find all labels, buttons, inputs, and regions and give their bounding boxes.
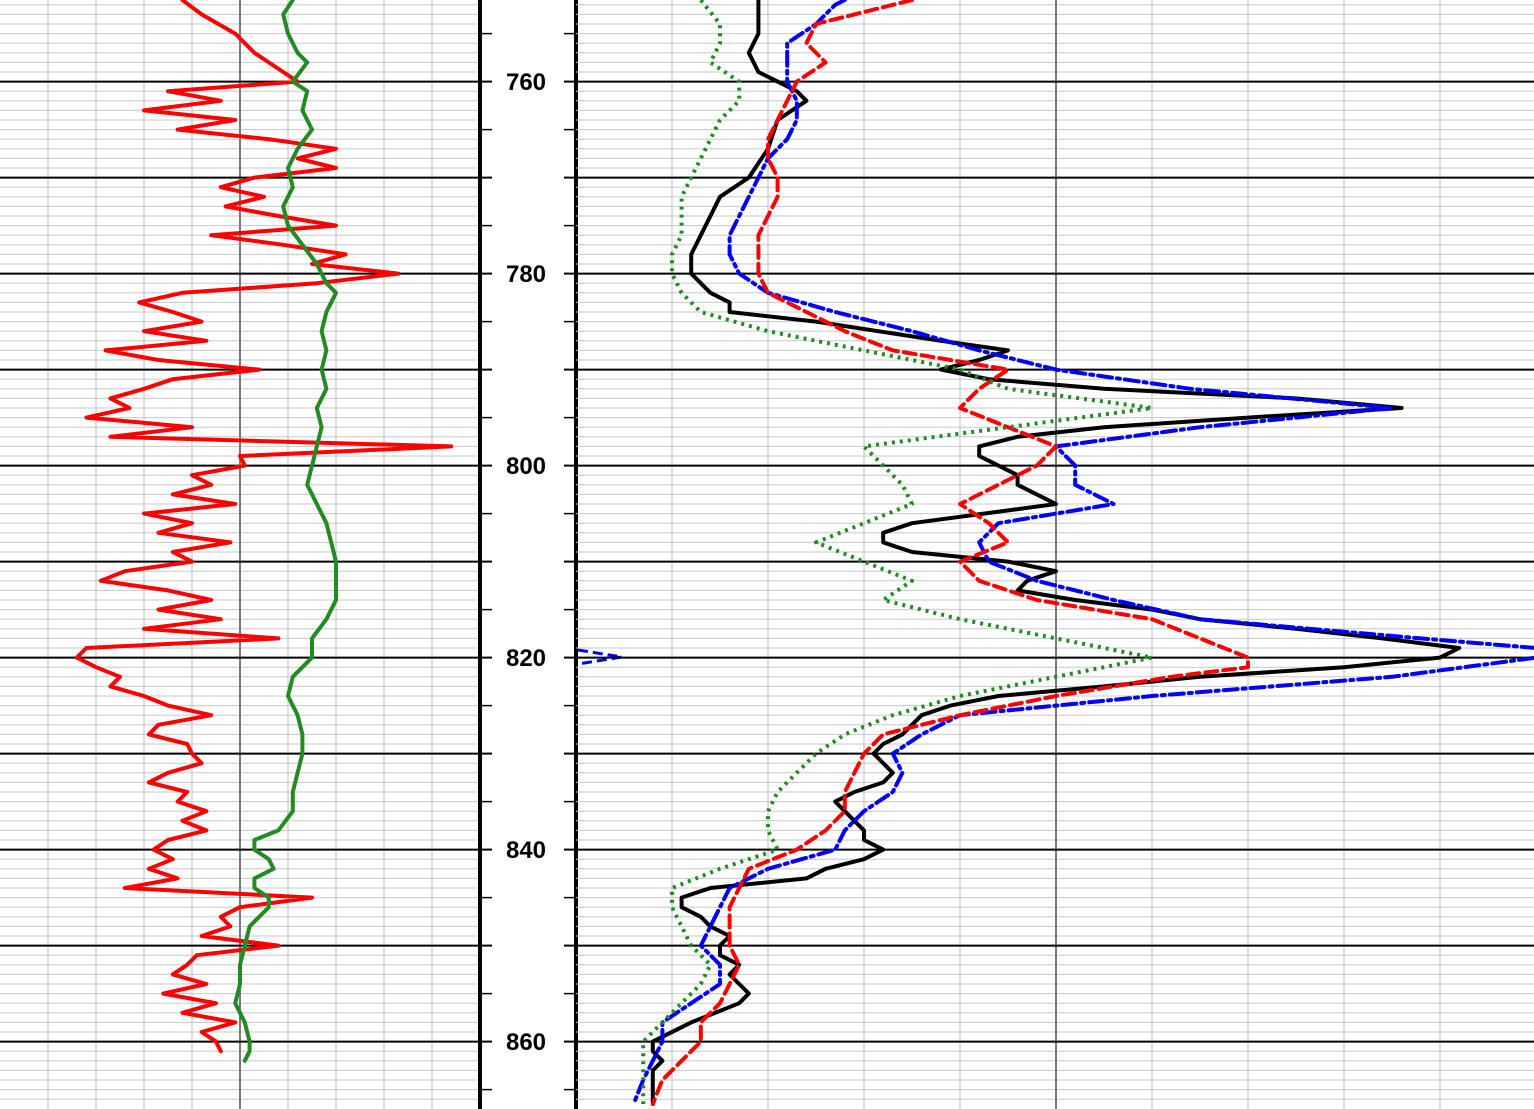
depth-label-820: 820: [506, 645, 546, 672]
right-track: [576, 0, 1534, 1109]
depth-label-760: 760: [506, 69, 546, 96]
left-curve-solid-0: [74, 0, 454, 1054]
right-track-curves: [631, 0, 1534, 1106]
left-curve-solid-1: [233, 0, 338, 1063]
depth-ticks: [480, 32, 576, 1091]
right-curve-dotted-3: [641, 0, 1154, 1104]
depth-label-840: 840: [506, 837, 546, 864]
depth-label-860: 860: [506, 1029, 546, 1056]
left-track: [0, 0, 481, 1109]
left-track-vertical-grid: [47, 0, 481, 1109]
depth-label-780: 780: [506, 261, 546, 288]
right-track-major-grid: [576, 80, 1534, 1043]
right-curve-dashed-2: [650, 0, 1250, 1106]
right-track-vertical-grid: [671, 0, 1441, 1109]
left-track-curves: [74, 0, 454, 1063]
depth-track: 760 780 800 820 840 860: [478, 0, 623, 1109]
depth-label-800: 800: [506, 453, 546, 480]
